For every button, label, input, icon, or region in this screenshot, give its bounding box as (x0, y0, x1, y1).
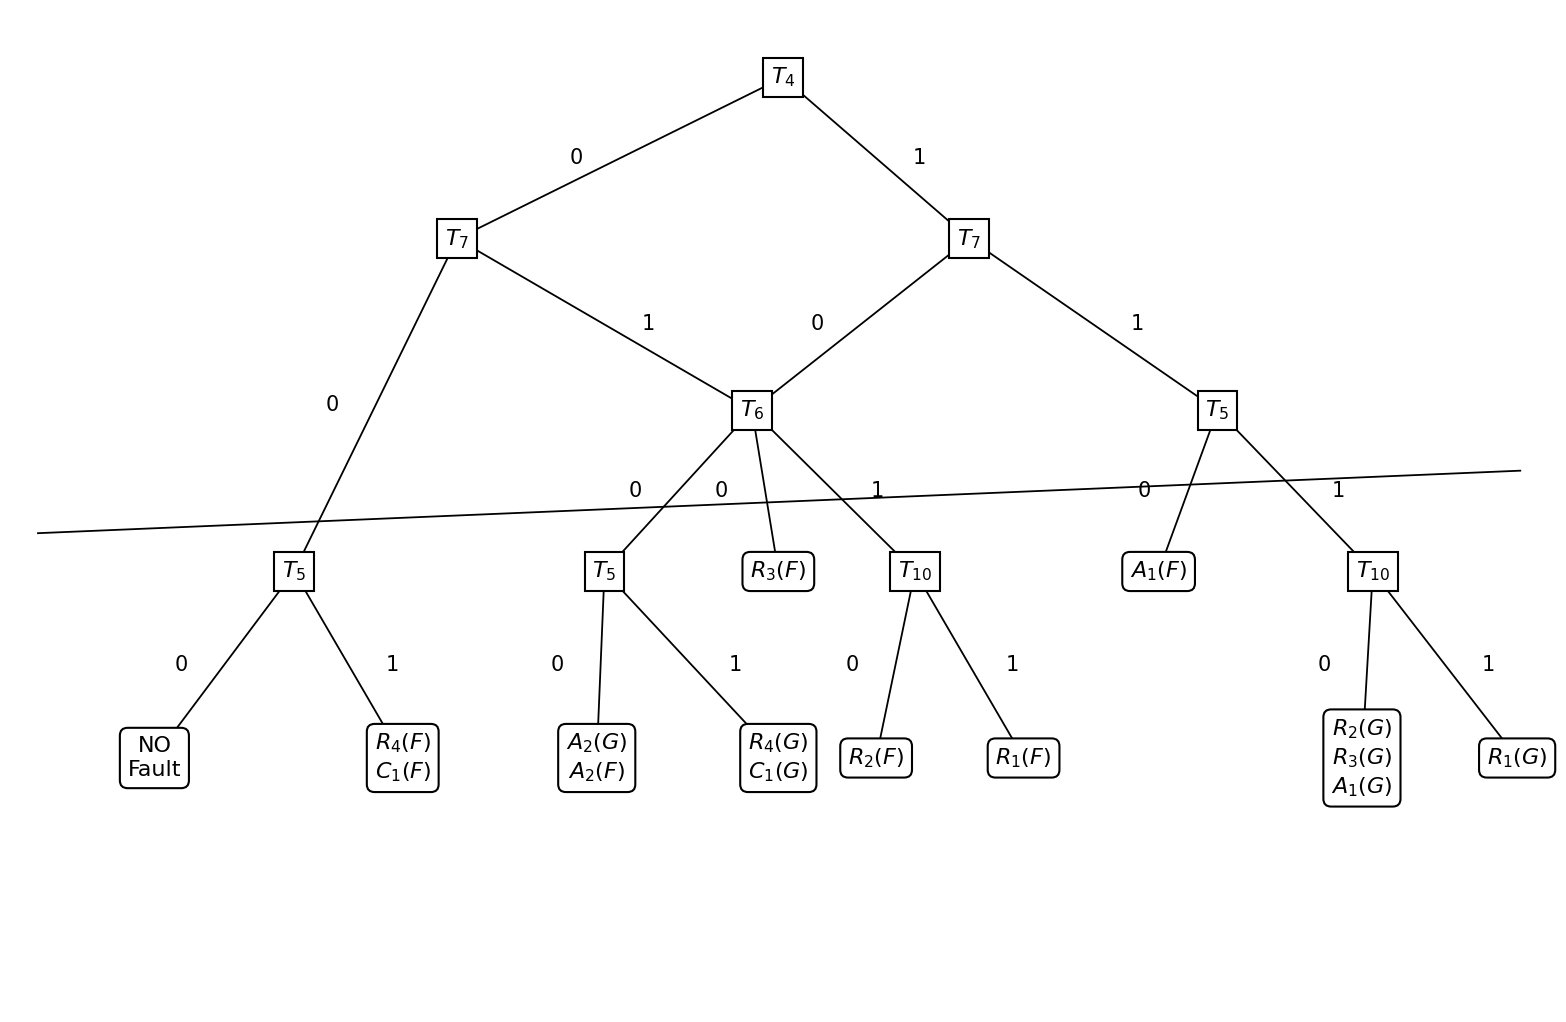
Text: $T_7$: $T_7$ (957, 227, 982, 250)
Text: $R_4(F)$
$C_1(F)$: $R_4(F)$ $C_1(F)$ (374, 732, 431, 784)
Text: 1: 1 (1005, 655, 1019, 675)
Text: 1: 1 (1481, 655, 1496, 675)
Text: 0: 0 (1138, 480, 1151, 501)
Text: 1: 1 (1131, 315, 1143, 334)
Text: 1: 1 (728, 655, 742, 675)
Text: $T_7$: $T_7$ (445, 227, 470, 250)
Text: 1: 1 (385, 655, 398, 675)
Text: $T_{10}$: $T_{10}$ (1356, 560, 1391, 584)
Text: 0: 0 (811, 315, 824, 334)
Text: $T_5$: $T_5$ (282, 560, 307, 584)
Text: NO
Fault: NO Fault (128, 736, 182, 781)
Text: $T_4$: $T_4$ (770, 65, 796, 89)
Text: 1: 1 (642, 315, 655, 334)
Text: $R_4(G)$
$C_1(G)$: $R_4(G)$ $C_1(G)$ (749, 732, 808, 784)
Text: $T_{10}$: $T_{10}$ (897, 560, 932, 584)
Text: $R_2(G)$
$R_3(G)$
$A_1(G)$: $R_2(G)$ $R_3(G)$ $A_1(G)$ (1331, 717, 1392, 799)
Text: $T_5$: $T_5$ (592, 560, 617, 584)
Text: $A_2(G)$
$A_2(F)$: $A_2(G)$ $A_2(F)$ (565, 732, 628, 784)
Text: $R_3(F)$: $R_3(F)$ (750, 560, 806, 584)
Text: 1: 1 (1333, 480, 1345, 501)
Text: $A_1(F)$: $A_1(F)$ (1131, 560, 1187, 584)
Text: 0: 0 (570, 148, 583, 169)
Text: $R_1(G)$: $R_1(G)$ (1486, 746, 1547, 770)
Text: $R_2(F)$: $R_2(F)$ (849, 746, 904, 770)
Text: 0: 0 (716, 480, 728, 501)
Text: 0: 0 (174, 655, 188, 675)
Text: $T_5$: $T_5$ (1206, 399, 1229, 422)
Text: 1: 1 (913, 148, 926, 169)
Text: 0: 0 (628, 480, 642, 501)
Text: 0: 0 (846, 655, 858, 675)
Text: 0: 0 (326, 396, 338, 415)
Text: 1: 1 (871, 480, 883, 501)
Text: $R_1(F)$: $R_1(F)$ (996, 746, 1052, 770)
Text: 0: 0 (551, 655, 564, 675)
Text: 0: 0 (1317, 655, 1331, 675)
Text: $T_6$: $T_6$ (739, 399, 764, 422)
